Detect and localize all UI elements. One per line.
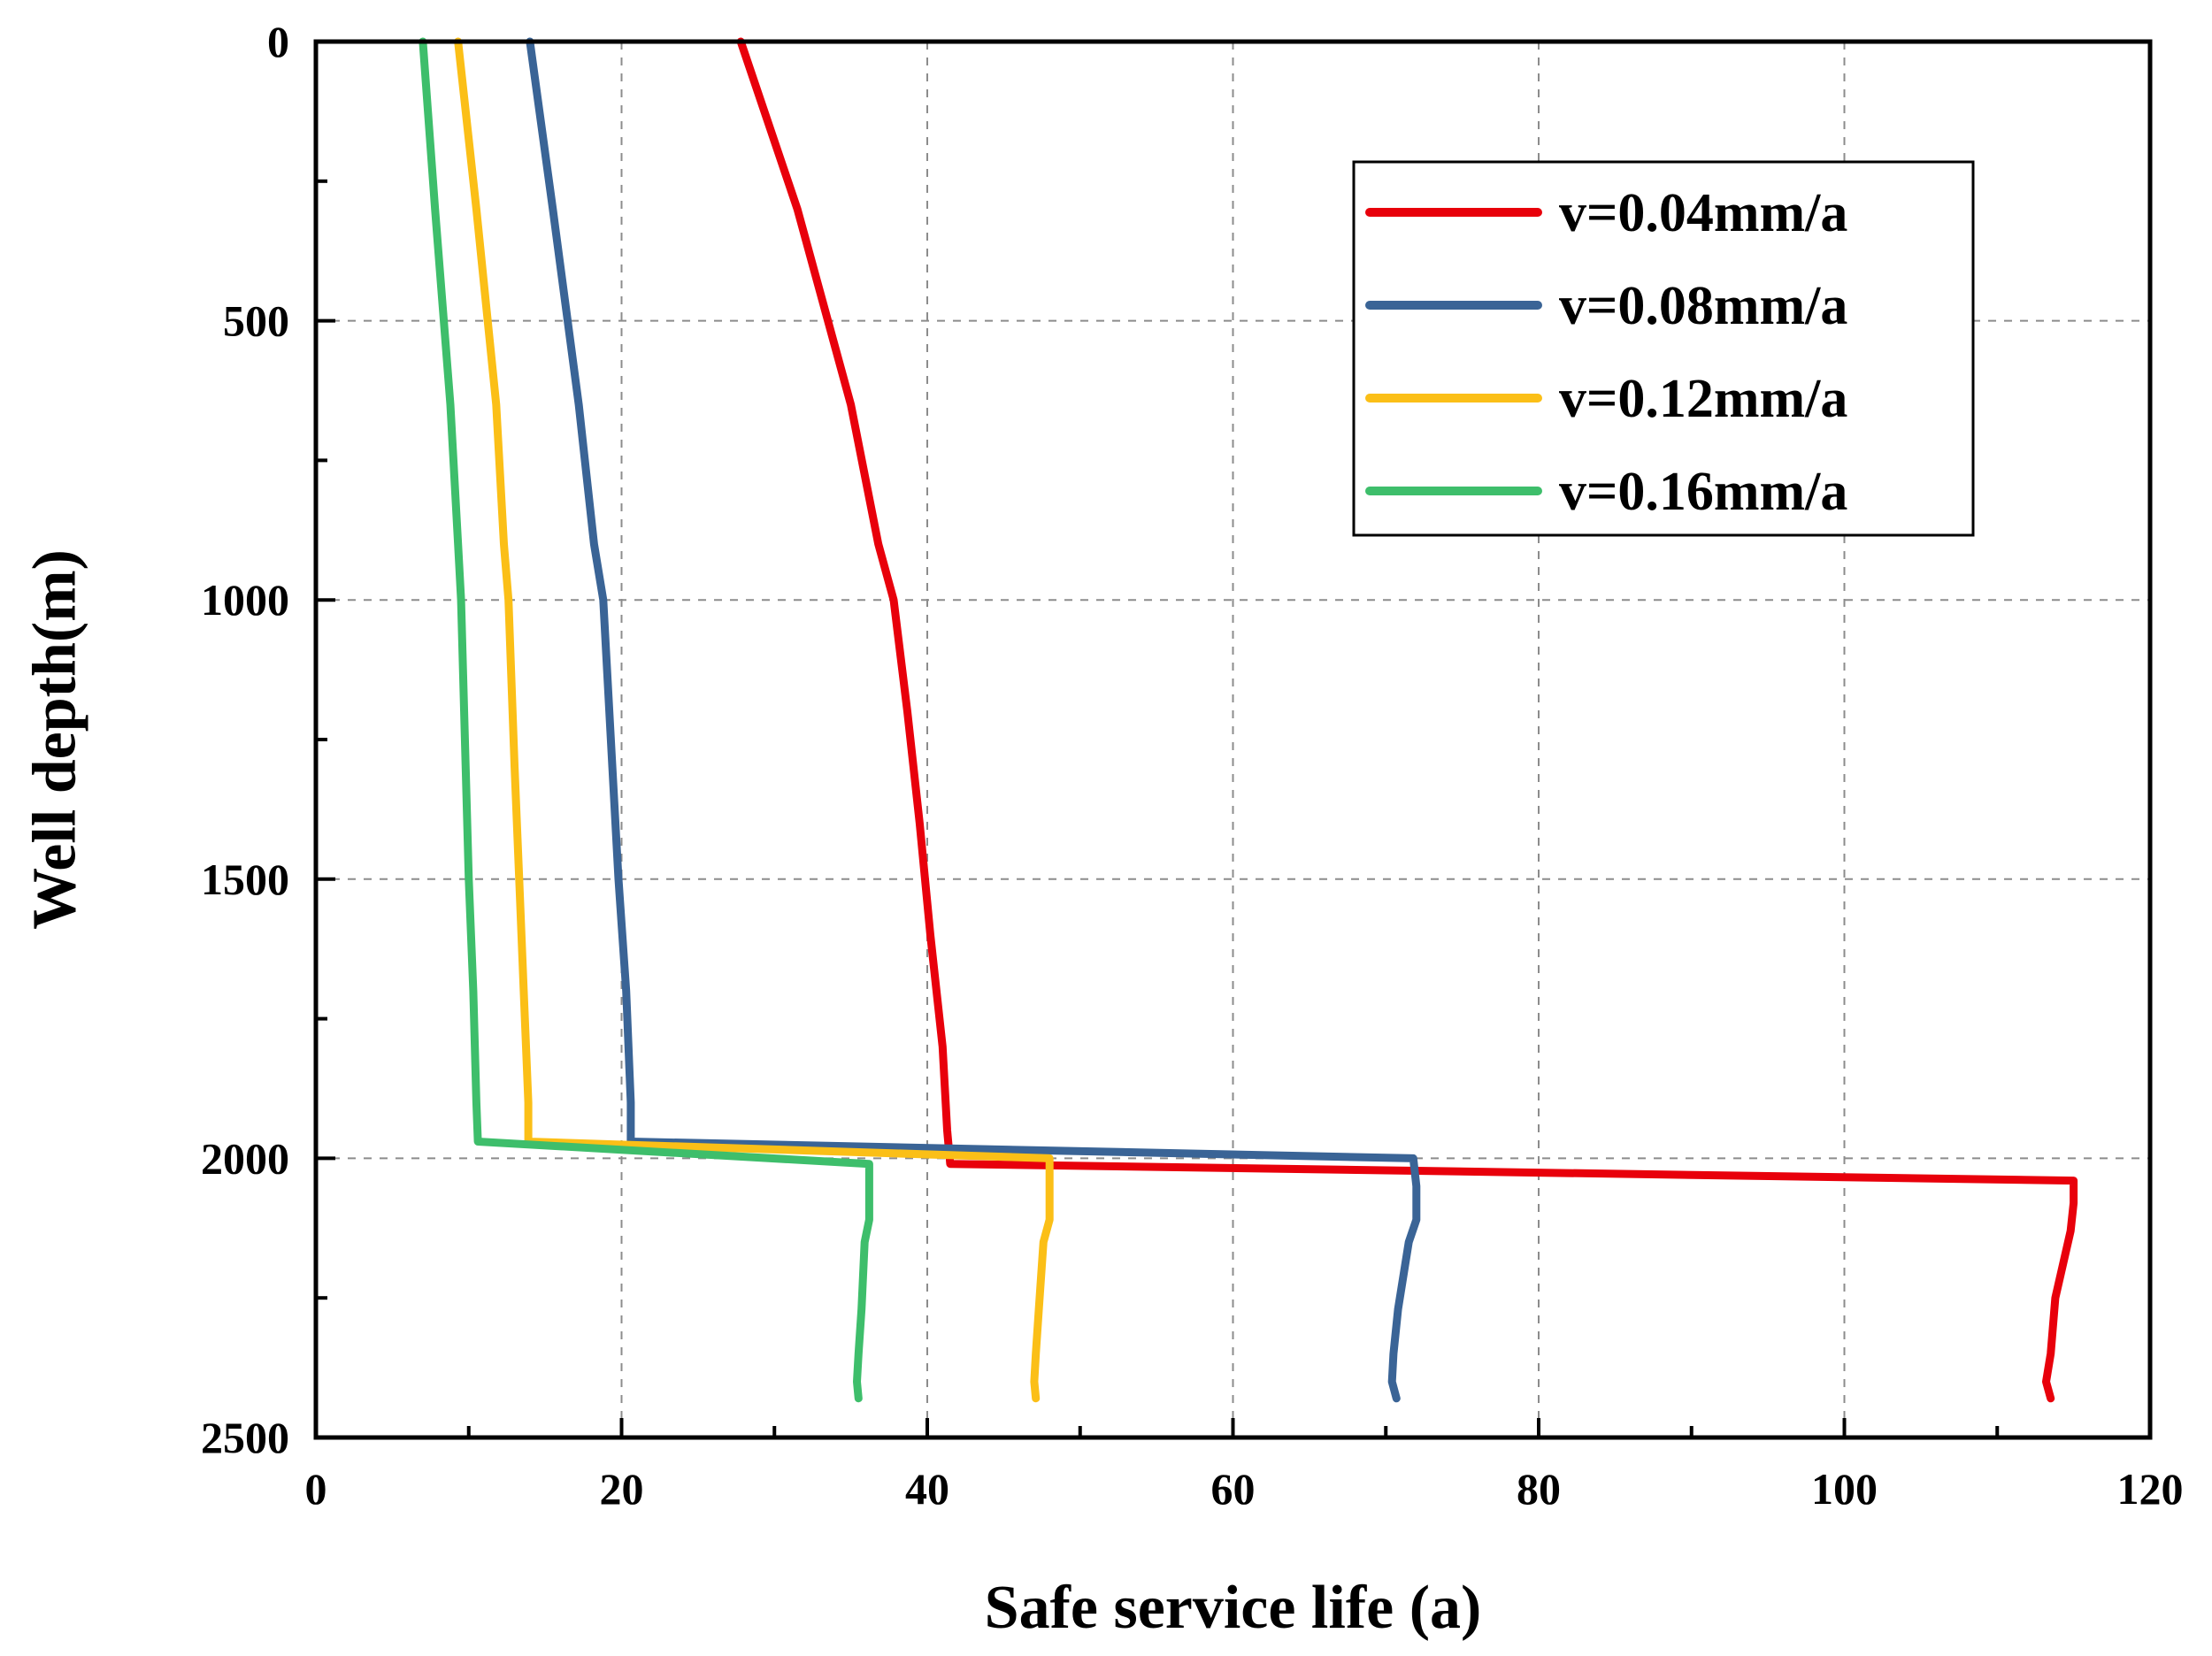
x-tick-label: 0 — [305, 1464, 327, 1514]
y-tick-label: 2500 — [201, 1413, 289, 1462]
series-line-4 — [419, 37, 873, 1403]
y-tick-label: 0 — [267, 17, 289, 66]
series-line-2 — [526, 37, 1421, 1403]
x-axis-title: Safe service life (a) — [985, 1574, 1482, 1642]
x-tick-label: 100 — [1811, 1464, 1878, 1514]
legend-label: v=0.16mm/a — [1559, 462, 1847, 522]
tick-labels: 0 20 40 60 80 100 120 0 500 1000 1500 2000 2500 — [201, 17, 2184, 1514]
legend-box — [1352, 160, 1975, 537]
axis-ticks — [314, 40, 2152, 1439]
series-line-3 — [454, 37, 1054, 1403]
x-tick-label: 40 — [905, 1464, 949, 1514]
y-tick-label: 500 — [223, 296, 289, 346]
x-tick-label: 20 — [600, 1464, 644, 1514]
series-lines — [419, 37, 2078, 1403]
x-tick-label: 120 — [2117, 1464, 2184, 1514]
legend-label: v=0.12mm/a — [1559, 369, 1847, 429]
y-axis-title: Well depth(m) — [21, 549, 89, 930]
x-tick-label: 80 — [1517, 1464, 1561, 1514]
y-tick-label: 1500 — [201, 855, 289, 904]
y-tick-label: 1000 — [201, 575, 289, 625]
legend-label: v=0.04mm/a — [1559, 183, 1847, 243]
x-tick-label: 60 — [1211, 1464, 1256, 1514]
legend: v=0.04mm/a v=0.08mm/a v=0.12mm/a v=0.16mm/a — [1352, 160, 1975, 537]
series-line-1 — [736, 37, 2078, 1403]
legend-label: v=0.08mm/a — [1559, 276, 1847, 336]
y-tick-label: 2000 — [201, 1133, 289, 1183]
